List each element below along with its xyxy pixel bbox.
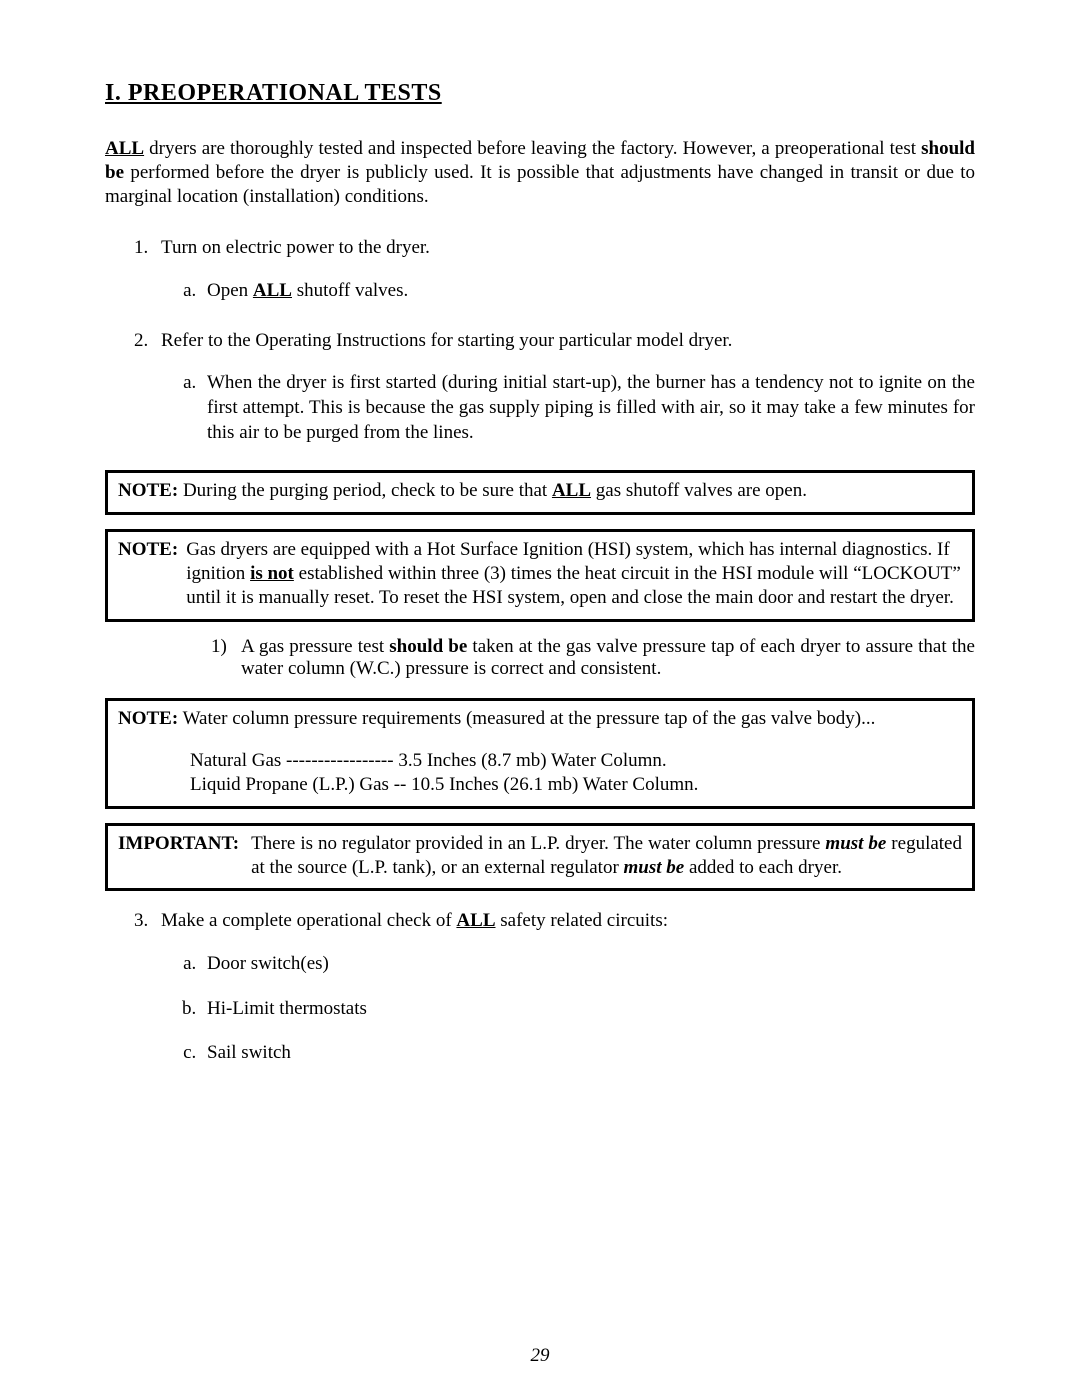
item3-sublist: Door switch(es) Hi-Limit thermostats Sai…: [161, 952, 975, 1066]
note2-isnot: is not: [250, 563, 294, 584]
list-item-3: Make a complete operational check of ALL…: [153, 909, 975, 1066]
item1a-post: shutoff valves.: [292, 280, 408, 301]
wc-ng: Natural Gas ----------------- 3.5 Inches…: [190, 749, 962, 773]
intro-text-a: dryers are thoroughly tested and inspect…: [144, 138, 921, 159]
important-box: IMPORTANT: There is no regulator provide…: [105, 823, 975, 892]
note3-line: Water column pressure requirements (meas…: [178, 708, 875, 729]
note2-label: NOTE:: [118, 538, 186, 611]
note1-all: ALL: [552, 480, 591, 501]
note2-p2: established within three (3) times the h…: [186, 563, 961, 608]
item2a1-list: A gas pressure test should be taken at t…: [201, 636, 975, 680]
item3c: Sail switch: [201, 1041, 975, 1066]
note-box-2: NOTE: Gas dryers are equipped with a Hot…: [105, 529, 975, 622]
page-number: 29: [0, 1345, 1080, 1367]
note1-label: NOTE:: [118, 480, 178, 501]
page: I. PREOPERATIONAL TESTS ALL dryers are t…: [0, 0, 1080, 1397]
item2a1-should: should be: [389, 636, 467, 657]
item1a-all: ALL: [253, 280, 292, 301]
intro-paragraph: ALL dryers are thoroughly tested and ins…: [105, 137, 975, 208]
intro-text-b: performed before the dryer is publicly u…: [105, 162, 975, 207]
item1a-pre: Open: [207, 280, 253, 301]
item2-text: Refer to the Operating Instructions for …: [161, 330, 732, 351]
item1a: Open ALL shutoff valves.: [201, 279, 975, 304]
item3a: Door switch(es): [201, 952, 975, 977]
top-list: Turn on electric power to the dryer. Ope…: [105, 236, 975, 445]
imp-mb1: must be: [825, 833, 886, 854]
note1-post: gas shutoff valves are open.: [591, 480, 807, 501]
intro-all: ALL: [105, 138, 144, 159]
note-box-3: NOTE: Water column pressure requirements…: [105, 698, 975, 809]
item3b: Hi-Limit thermostats: [201, 997, 975, 1022]
imp-p1: There is no regulator provided in an L.P…: [251, 833, 825, 854]
item2-sublist: When the dryer is first started (during …: [161, 371, 975, 445]
item3-post: safety related circuits:: [496, 910, 669, 931]
note-box-1: NOTE: During the purging period, check t…: [105, 470, 975, 514]
item1-sublist: Open ALL shutoff valves.: [161, 279, 975, 304]
item3-pre: Make a complete operational check of: [161, 910, 456, 931]
imp-mb2: must be: [624, 857, 685, 878]
imp-p3: added to each dryer.: [684, 857, 842, 878]
list-item-1: Turn on electric power to the dryer. Ope…: [153, 236, 975, 303]
imp-hang: IMPORTANT: There is no regulator provide…: [118, 832, 962, 881]
item2a: When the dryer is first started (during …: [201, 371, 975, 445]
note2-text: Gas dryers are equipped with a Hot Surfa…: [186, 538, 962, 611]
wc-lp: Liquid Propane (L.P.) Gas -- 10.5 Inches…: [190, 773, 962, 797]
wc-lines: Natural Gas ----------------- 3.5 Inches…: [190, 749, 962, 798]
item2a1-wrap: A gas pressure test should be taken at t…: [105, 636, 975, 680]
note3-label: NOTE:: [118, 708, 178, 729]
top-list-continued: Make a complete operational check of ALL…: [105, 909, 975, 1066]
item2a1-pre: A gas pressure test: [241, 636, 389, 657]
imp-label: IMPORTANT:: [118, 832, 251, 881]
note2-hang: NOTE: Gas dryers are equipped with a Hot…: [118, 538, 962, 611]
item3-all: ALL: [456, 910, 495, 931]
note1-pre: During the purging period, check to be s…: [178, 480, 552, 501]
list-item-2: Refer to the Operating Instructions for …: [153, 329, 975, 446]
imp-text: There is no regulator provided in an L.P…: [251, 832, 962, 881]
item1-text: Turn on electric power to the dryer.: [161, 237, 430, 258]
item2a1: A gas pressure test should be taken at t…: [241, 636, 975, 680]
section-title: I. PREOPERATIONAL TESTS: [105, 80, 975, 107]
